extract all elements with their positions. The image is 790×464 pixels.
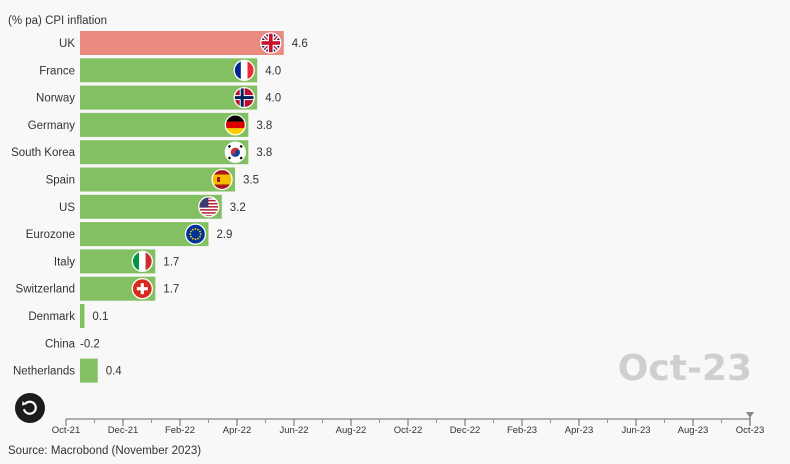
timeline-tick-label: Oct-21 <box>52 425 81 436</box>
replay-button-bg[interactable] <box>15 393 45 423</box>
spain-flag-icon <box>211 168 233 191</box>
category-label-switzerland: Switzerland <box>16 284 75 296</box>
south-korea-flag-icon <box>224 141 246 163</box>
timeline-tick-label: Aug-23 <box>678 425 709 436</box>
bar-denmark <box>80 304 85 328</box>
current-period-label: Oct-23 <box>618 348 752 389</box>
italy-flag-icon <box>131 250 153 273</box>
timeline-tick-label: Dec-21 <box>108 425 139 436</box>
category-label-uk: UK <box>59 38 75 50</box>
replay-icon[interactable] <box>23 400 37 415</box>
bar-netherlands <box>80 358 98 383</box>
value-label-south-korea: 3.8 <box>256 147 272 159</box>
timeline-tick-label: Feb-22 <box>165 425 195 436</box>
value-label-spain: 3.5 <box>243 175 259 187</box>
timeline-tick-label: Jun-22 <box>279 425 308 436</box>
value-label-eurozone: 2.9 <box>216 229 232 241</box>
value-label-france: 4.0 <box>265 65 281 77</box>
category-label-norway: Norway <box>36 93 75 105</box>
value-label-china: -0.2 <box>80 338 100 350</box>
value-label-italy: 1.7 <box>163 256 179 268</box>
us-flag-icon <box>198 196 220 218</box>
category-label-denmark: Denmark <box>28 311 75 323</box>
category-label-eurozone: Eurozone <box>26 229 75 241</box>
switzerland-flag-icon <box>131 278 153 300</box>
france-flag-icon <box>233 59 255 81</box>
bar-uk <box>80 31 284 55</box>
value-label-switzerland: 1.7 <box>163 284 179 296</box>
timeline-tick-label: Apr-22 <box>223 425 252 436</box>
category-label-france: France <box>39 65 75 77</box>
bars-group: UK 4.6 France 4.0 Norway 4.0 Germany 3.8 South K… <box>11 31 308 383</box>
category-label-china: China <box>45 338 76 350</box>
category-label-netherlands: Netherlands <box>13 366 75 378</box>
source-note: Source: Macrobond (November 2023) <box>8 445 201 457</box>
value-label-us: 3.2 <box>230 202 246 214</box>
value-label-norway: 4.0 <box>265 93 281 105</box>
value-label-netherlands: 0.4 <box>106 366 123 378</box>
timeline-tick-label: Feb-23 <box>507 425 537 436</box>
norway-flag-icon <box>233 86 255 109</box>
germany-flag-icon <box>224 114 246 136</box>
bar-germany <box>80 112 249 137</box>
replay-icon-arrowhead[interactable] <box>22 401 26 406</box>
timeline-tick-label: Oct-22 <box>394 425 423 436</box>
unit-label: (% pa) CPI inflation <box>8 15 107 27</box>
uk-flag-icon <box>260 32 282 54</box>
value-label-denmark: 0.1 <box>92 311 108 323</box>
timeline-tick-label: Dec-22 <box>450 425 481 436</box>
value-label-uk: 4.6 <box>292 38 308 50</box>
timeline-tick-label: Apr-23 <box>565 425 594 436</box>
timeline-tick-label: Jun-23 <box>621 425 650 436</box>
bar-norway <box>80 85 258 110</box>
timeline-tick-label: Oct-23 <box>736 425 765 436</box>
category-label-italy: Italy <box>54 256 75 268</box>
timeline-playhead-handle[interactable] <box>746 412 754 418</box>
timeline-tick-label: Aug-22 <box>336 425 367 436</box>
bar-france <box>80 58 258 83</box>
bar-spain <box>80 167 236 192</box>
eurozone-flag-icon <box>184 223 207 245</box>
replay-button[interactable] <box>15 393 45 423</box>
timeline-axis[interactable]: Oct-21 Dec-21 Feb-22 Apr-22 Jun-22 Aug-22 Oct-… <box>52 412 765 436</box>
bar-south-korea <box>80 140 249 165</box>
category-label-us: US <box>59 202 75 214</box>
category-label-spain: Spain <box>46 175 75 187</box>
value-label-germany: 3.8 <box>256 120 272 132</box>
category-label-germany: Germany <box>28 120 76 132</box>
category-label-south-korea: South Korea <box>11 147 76 159</box>
